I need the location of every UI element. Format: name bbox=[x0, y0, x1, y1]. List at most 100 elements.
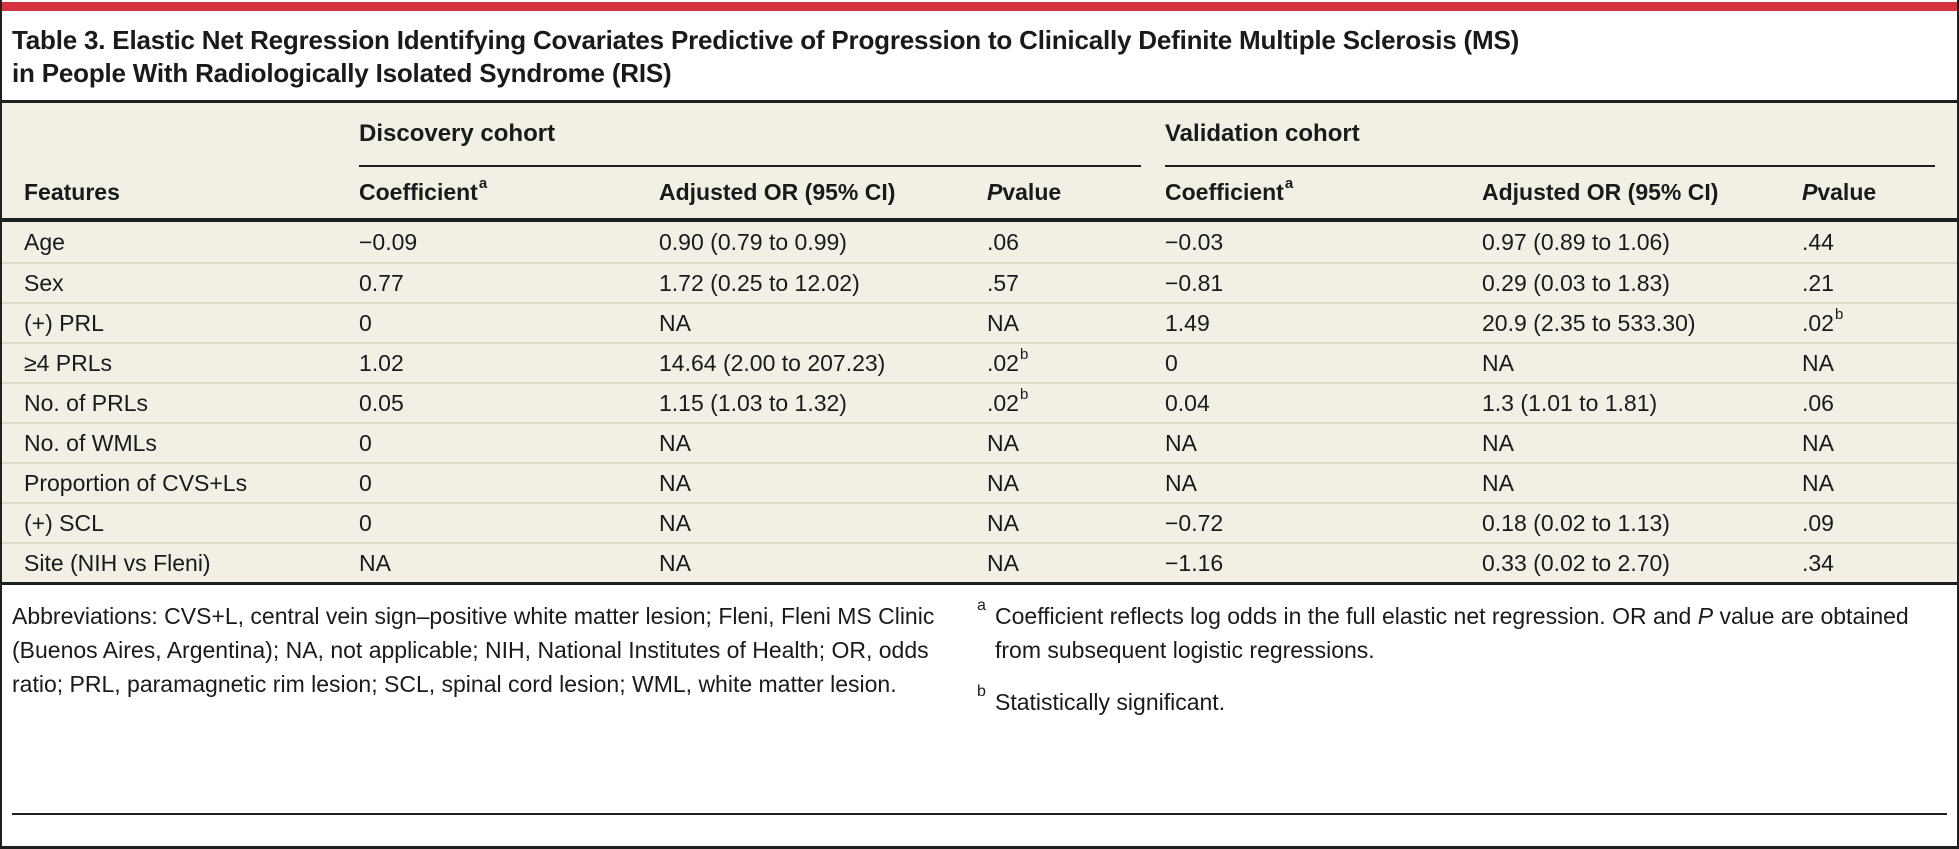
value-cell: NA bbox=[1482, 430, 1514, 456]
lettered-footnotes: a Coefficient reflects log odds in the f… bbox=[977, 597, 1947, 825]
regression-table: Discovery cohort Validation cohort Featu… bbox=[2, 103, 1957, 585]
value-cell: 0 bbox=[359, 310, 372, 336]
footnote-b: b Statistically significant. bbox=[977, 683, 1947, 719]
value-cell: NA bbox=[987, 430, 1019, 456]
table-title: Table 3. Elastic Net Regression Identify… bbox=[2, 0, 1957, 103]
cohort-spanner-row: Discovery cohort Validation cohort bbox=[2, 103, 1957, 167]
value-cell: NA bbox=[359, 550, 391, 576]
column-header: Features bbox=[24, 178, 120, 205]
value-cell: 0.18 (0.02 to 1.13) bbox=[1482, 510, 1670, 536]
footnote-a-marker: a bbox=[977, 597, 986, 614]
value-cell: 1.72 (0.25 to 12.02) bbox=[659, 270, 860, 296]
value-cell: 1.02 bbox=[359, 350, 404, 376]
value-cell: NA bbox=[1802, 430, 1834, 456]
feature-cell: Site (NIH vs Fleni) bbox=[24, 550, 211, 576]
feature-cell: (+) PRL bbox=[24, 310, 104, 336]
value-cell: NA bbox=[659, 310, 691, 336]
table-row: Site (NIH vs Fleni) NA NA NA −1.16 0.33 (0.02… bbox=[2, 542, 1957, 582]
feature-cell: Sex bbox=[24, 270, 64, 296]
value-cell: 1.49 bbox=[1165, 310, 1210, 336]
value-cell: 0 bbox=[359, 430, 372, 456]
table-row: No. of WMLs 0 NA NA NA NA NA bbox=[2, 422, 1957, 462]
value-cell: NA bbox=[659, 510, 691, 536]
value-cell: 0 bbox=[1165, 350, 1178, 376]
value-cell: −0.72 bbox=[1165, 510, 1224, 536]
feature-cell: Age bbox=[24, 229, 65, 255]
value-cell: 0.97 (0.89 to 1.06) bbox=[1482, 229, 1670, 255]
abbreviations-note: Abbreviations: CVS+L, central vein sign–… bbox=[12, 599, 960, 825]
value-cell: 0 bbox=[359, 470, 372, 496]
table-title-line1: Table 3. Elastic Net Regression Identify… bbox=[12, 25, 1520, 55]
table-row: No. of PRLs 0.05 1.15 (1.03 to 1.32) .02 b 0.… bbox=[2, 382, 1957, 422]
feature-cell: ≥4 PRLs bbox=[24, 350, 113, 376]
footnote-b-marker: b bbox=[977, 683, 986, 700]
accent-bar bbox=[2, 2, 1957, 11]
footnotes: Abbreviations: CVS+L, central vein sign–… bbox=[2, 585, 1957, 825]
value-cell: 0.90 (0.79 to 0.99) bbox=[659, 229, 847, 255]
footnote-b-text: Statistically significant. bbox=[995, 689, 1226, 715]
value-cell: .02 b bbox=[987, 346, 1029, 376]
value-cell: .21 bbox=[1802, 270, 1834, 296]
discovery-cohort-spanner: Discovery cohort bbox=[359, 103, 1141, 167]
abbreviations-text: Abbreviations: CVS+L, central vein sign–… bbox=[12, 603, 935, 697]
column-header: Coefficient a bbox=[359, 174, 488, 205]
value-cell: 0.33 (0.02 to 2.70) bbox=[1482, 550, 1670, 576]
value-cell: −0.09 bbox=[359, 229, 418, 255]
column-header: Coefficient a bbox=[1165, 174, 1294, 205]
table-title-line2: in People With Radiologically Isolated S… bbox=[12, 58, 672, 88]
value-cell: .02 b bbox=[987, 386, 1029, 416]
value-cell: .06 bbox=[1802, 390, 1834, 416]
validation-cohort-label: Validation cohort bbox=[1165, 120, 1360, 147]
column-header: Adjusted OR (95% CI) bbox=[1482, 178, 1719, 205]
value-cell: NA bbox=[1802, 470, 1834, 496]
value-cell: NA bbox=[1802, 350, 1834, 376]
value-cell: 0.05 bbox=[359, 390, 404, 416]
feature-cell: Proportion of CVS+Ls bbox=[24, 470, 248, 496]
feature-cell: No. of WMLs bbox=[24, 430, 157, 456]
table-body: Age −0.09 0.90 (0.79 to 0.99) .06 −0.03 0.97 … bbox=[2, 222, 1957, 582]
discovery-cohort-label: Discovery cohort bbox=[359, 120, 556, 147]
value-cell: .57 bbox=[987, 270, 1019, 296]
table-row: ≥4 PRLs 1.02 14.64 (2.00 to 207.23) .02 b 0 NA… bbox=[2, 342, 1957, 382]
value-cell: NA bbox=[1482, 470, 1514, 496]
value-cell: NA bbox=[1165, 470, 1197, 496]
value-cell: .09 bbox=[1802, 510, 1834, 536]
value-cell: NA bbox=[659, 430, 691, 456]
value-cell: −1.16 bbox=[1165, 550, 1224, 576]
value-cell: NA bbox=[987, 550, 1019, 576]
feature-cell: No. of PRLs bbox=[24, 390, 148, 416]
value-cell: NA bbox=[1165, 430, 1197, 456]
value-cell: .44 bbox=[1802, 229, 1834, 255]
table-row: Age −0.09 0.90 (0.79 to 0.99) .06 −0.03 0.97 … bbox=[2, 222, 1957, 262]
value-cell: 0.77 bbox=[359, 270, 404, 296]
value-cell: 1.3 (1.01 to 1.81) bbox=[1482, 390, 1658, 416]
value-cell: .34 bbox=[1802, 550, 1834, 576]
column-header: P value bbox=[1802, 178, 1877, 205]
table-row: Proportion of CVS+Ls 0 NA NA NA NA NA bbox=[2, 462, 1957, 502]
value-cell: −0.03 bbox=[1165, 229, 1224, 255]
value-cell: 0 bbox=[359, 510, 372, 536]
value-cell: NA bbox=[659, 550, 691, 576]
value-cell: 1.15 (1.03 to 1.32) bbox=[659, 390, 847, 416]
value-cell: NA bbox=[1482, 350, 1514, 376]
value-cell: NA bbox=[987, 310, 1019, 336]
value-cell: 20.9 (2.35 to 533.30) bbox=[1482, 310, 1696, 336]
column-header: P value bbox=[987, 178, 1062, 205]
table-row: (+) PRL 0 NA NA 1.49 20.9 (2.35 to 533.30) .02… bbox=[2, 302, 1957, 342]
value-cell: −0.81 bbox=[1165, 270, 1224, 296]
footnote-a: a Coefficient reflects log odds in the f… bbox=[977, 597, 1947, 667]
value-cell: NA bbox=[987, 510, 1019, 536]
table-row: Sex 0.77 1.72 (0.25 to 12.02) .57 −0.81 0.29 … bbox=[2, 262, 1957, 302]
bottom-rule bbox=[12, 812, 1947, 815]
value-cell: NA bbox=[987, 470, 1019, 496]
validation-cohort-spanner: Validation cohort bbox=[1165, 103, 1935, 167]
value-cell: 14.64 (2.00 to 207.23) bbox=[659, 350, 886, 376]
value-cell: .02 b bbox=[1802, 306, 1844, 336]
column-header-row: Features Coefficient a Adjusted OR (95% CI)… bbox=[2, 165, 1957, 222]
value-cell: .06 bbox=[987, 229, 1019, 255]
footnote-a-text: Coefficient reflects log odds in the ful… bbox=[995, 603, 1909, 663]
value-cell: 0.04 bbox=[1165, 390, 1210, 416]
column-header: Adjusted OR (95% CI) bbox=[659, 178, 896, 205]
feature-cell: (+) SCL bbox=[24, 510, 104, 536]
